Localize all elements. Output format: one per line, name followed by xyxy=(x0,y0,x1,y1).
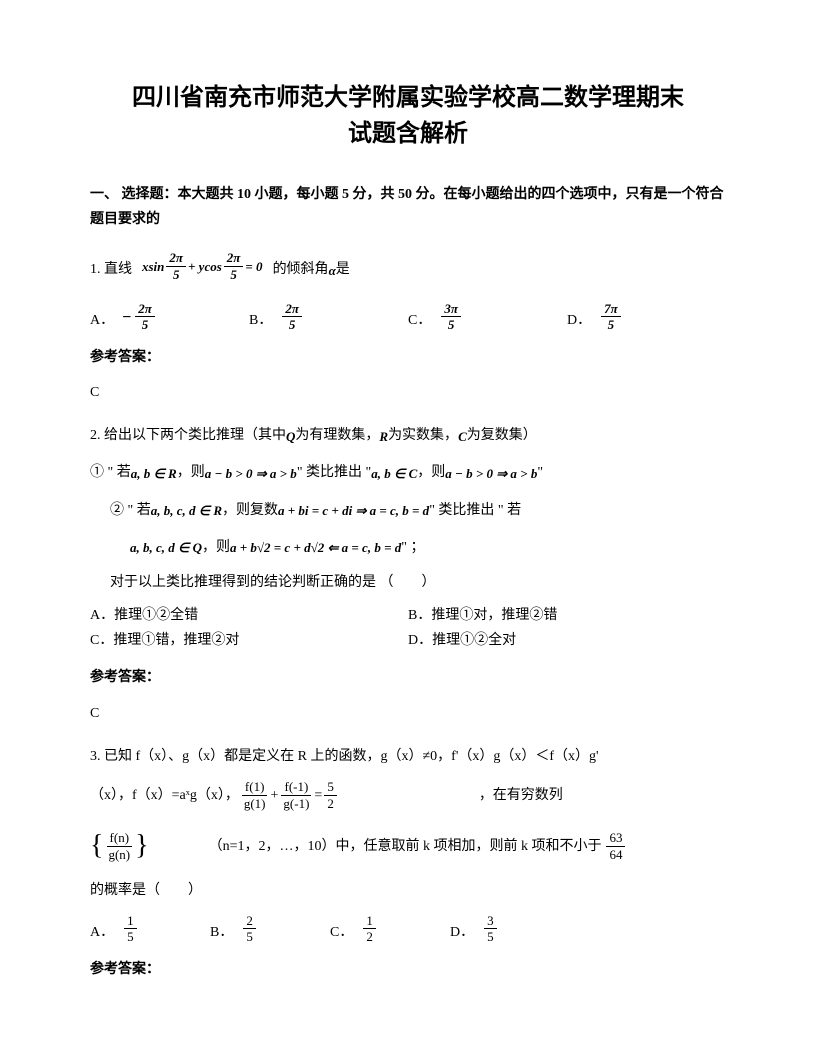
q2-R: R xyxy=(379,425,388,448)
q3-frac4: f(n) g(n) xyxy=(105,830,133,862)
q1-optA-frac: 2π 5 xyxy=(135,301,155,333)
minus-sign: − xyxy=(122,304,131,333)
q3-line1: 3. 已知 f（x）、g（x）都是定义在 R 上的函数，g（x）≠0，f'（x）… xyxy=(90,744,726,769)
question-3: 3. 已知 f（x）、g（x）都是定义在 R 上的函数，g（x）≠0，f'（x）… xyxy=(90,744,726,982)
q2-optC: C．推理①错，推理②对 xyxy=(90,628,408,653)
q2-l3e1: a, b, c, d ∈ Q xyxy=(130,536,202,559)
q3-brace: { f(n) g(n) } xyxy=(90,821,149,871)
q1-answer: C xyxy=(90,380,726,405)
q2-t1: 为有理数集， xyxy=(295,423,379,448)
q3-optD-frac: 3 5 xyxy=(484,913,497,945)
q2-optB: B．推理①对，推理②错 xyxy=(408,603,726,628)
q3-optC-label: C． xyxy=(330,920,353,945)
q3-optA-label: A． xyxy=(90,920,114,945)
q2-answer-label: 参考答案： xyxy=(90,665,726,690)
q2-l2a: ② " 若 xyxy=(110,498,151,523)
q2-optD: D．推理①②全对 xyxy=(408,628,726,653)
q2-l2e1: a, b, c, d ∈ R xyxy=(151,499,222,522)
q3-l2a: （x），f（x）=aˣg（x）， xyxy=(90,783,239,808)
q3-optA-frac: 1 5 xyxy=(124,913,137,945)
q1-alpha: α xyxy=(329,259,336,282)
q2-l3a: ，则 xyxy=(202,535,230,560)
q2-l1c: " 类比推出 " xyxy=(297,460,371,485)
q1-optD-frac: 7π 5 xyxy=(601,301,621,333)
section-header: 一、 选择题：本大题共 10 小题，每小题 5 分，共 50 分。在每小题给出的… xyxy=(90,182,726,232)
q3-l2b: ，在有穷数列 xyxy=(479,783,563,808)
q3-l3a: （n=1，2，…，10）中，任意取前 k 项相加，则前 k 项和不小于 xyxy=(209,834,602,859)
q3-optB-label: B． xyxy=(210,920,233,945)
q1-optD-label: D． xyxy=(567,308,591,333)
q1-frac2: 2π 5 xyxy=(224,250,244,282)
q2-l1e1: a, b ∈ R xyxy=(131,462,177,485)
q2-l2b: ，则复数 xyxy=(222,498,278,523)
q3-optC-frac: 1 2 xyxy=(363,913,376,945)
q2-l1b: ，则 xyxy=(177,460,205,485)
q2-l4: 对于以上类比推理得到的结论判断正确的是 （ ） xyxy=(110,570,726,595)
q1-optC-label: C． xyxy=(408,308,431,333)
q2-l1e: " xyxy=(537,460,543,485)
q2-optA: A．推理①②全错 xyxy=(90,603,408,628)
q1-frac1: 2π 5 xyxy=(166,250,186,282)
q3-frac5: 63 64 xyxy=(606,830,625,862)
q2-l3e2: a + b√2 = c + d√2 ⇐ a = c, b = d xyxy=(230,536,401,559)
q2-C: C xyxy=(458,425,467,448)
q1-middle: 的倾斜角 xyxy=(273,257,329,282)
q1-ycos: + ycos xyxy=(188,255,222,278)
q2-t2: 为实数集， xyxy=(388,423,458,448)
title-line2: 试题含解析 xyxy=(90,116,726,152)
q3-plus: + xyxy=(271,783,279,808)
q3-frac2: f(-1) g(-1) xyxy=(280,779,312,811)
q2-l1e4: a − b > 0 ⇒ a > b xyxy=(445,462,537,485)
q1-prefix: 1. 直线 xyxy=(90,257,132,282)
q3-optD-label: D． xyxy=(450,920,474,945)
q2-answer: C xyxy=(90,701,726,726)
question-1: 1. 直线 xsin 2π 5 + ycos 2π 5 = 0 的倾斜角 α 是… xyxy=(90,250,726,405)
q3-l4: 的概率是（ ） xyxy=(90,878,726,903)
q3-frac1: f(1) g(1) xyxy=(241,779,269,811)
q2-t3: 为复数集） xyxy=(467,423,537,448)
q3-eq: = xyxy=(314,783,322,808)
title-line1: 四川省南充市师范大学附属实验学校高二数学理期末 xyxy=(90,80,726,116)
q2-Q: Q xyxy=(286,425,295,448)
q2-l1e3: a, b ∈ C xyxy=(371,462,417,485)
q1-eq0: = 0 xyxy=(245,255,262,278)
q3-frac3: 5 2 xyxy=(324,779,337,811)
q1-optB-frac: 2π 5 xyxy=(282,301,302,333)
q1-answer-label: 参考答案： xyxy=(90,345,726,370)
q1-optC-frac: 3π 5 xyxy=(441,301,461,333)
q2-l1d: ，则 xyxy=(417,460,445,485)
q2-l1e2: a − b > 0 ⇒ a > b xyxy=(205,462,297,485)
q3-optB-frac: 2 5 xyxy=(243,913,256,945)
page-title: 四川省南充市师范大学附属实验学校高二数学理期末 试题含解析 xyxy=(90,80,726,152)
q1-optA-label: A． xyxy=(90,308,114,333)
q2-prefix: 2. 给出以下两个类比推理（其中 xyxy=(90,423,286,448)
q2-l2c: " 类比推出 " 若 xyxy=(429,498,521,523)
q2-l1a: ① " 若 xyxy=(90,460,131,485)
q1-xsin: xsin xyxy=(142,255,164,278)
q1-optB-label: B． xyxy=(249,308,272,333)
question-2: 2. 给出以下两个类比推理（其中 Q 为有理数集， R 为实数集， C 为复数集… xyxy=(90,423,726,726)
q2-l3b: " ； xyxy=(401,535,424,560)
q1-suffix: 是 xyxy=(336,257,350,282)
q3-answer-label: 参考答案： xyxy=(90,957,726,982)
q2-l2e2: a + bi = c + di ⇒ a = c, b = d xyxy=(278,499,429,522)
